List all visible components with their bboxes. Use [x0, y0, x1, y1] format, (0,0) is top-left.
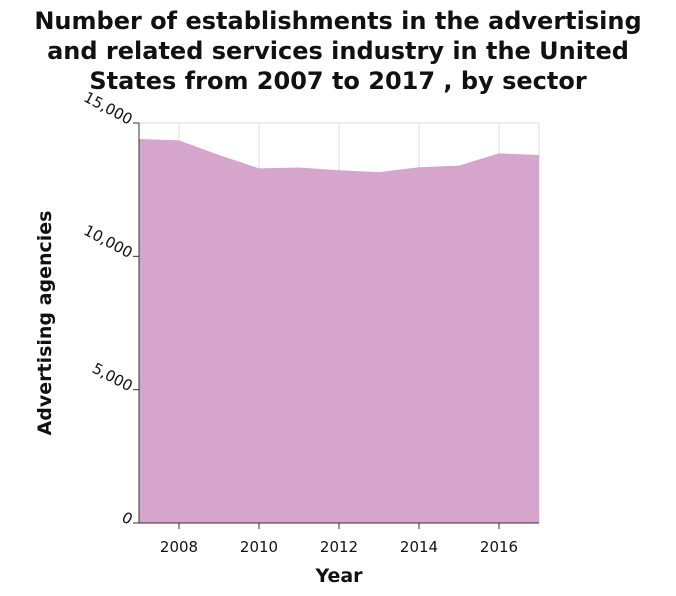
axes — [133, 122, 539, 529]
x-tick-label: 2010 — [240, 538, 278, 556]
x-tick-label: 2014 — [400, 538, 438, 556]
x-tick-label: 2012 — [320, 538, 358, 556]
y-tick-label: 15,000 — [81, 88, 136, 129]
y-tick-label: 0 — [119, 508, 136, 528]
y-tick-label: 10,000 — [81, 221, 136, 262]
area-series — [139, 139, 539, 523]
y-tick-label: 5,000 — [89, 359, 135, 395]
x-tick-label: 2008 — [160, 538, 198, 556]
x-tick-label: 2016 — [480, 538, 518, 556]
chart-title: Number of establishments in the advertis… — [34, 7, 642, 95]
area-fill — [139, 139, 539, 523]
y-tick-labels: 0 5,000 10,000 15,000 — [81, 88, 136, 529]
y-axis-title: Advertising agencies — [34, 211, 56, 436]
x-axis-title: Year — [314, 565, 363, 587]
x-tick-labels: 2008 2010 2012 2014 2016 — [160, 538, 518, 556]
